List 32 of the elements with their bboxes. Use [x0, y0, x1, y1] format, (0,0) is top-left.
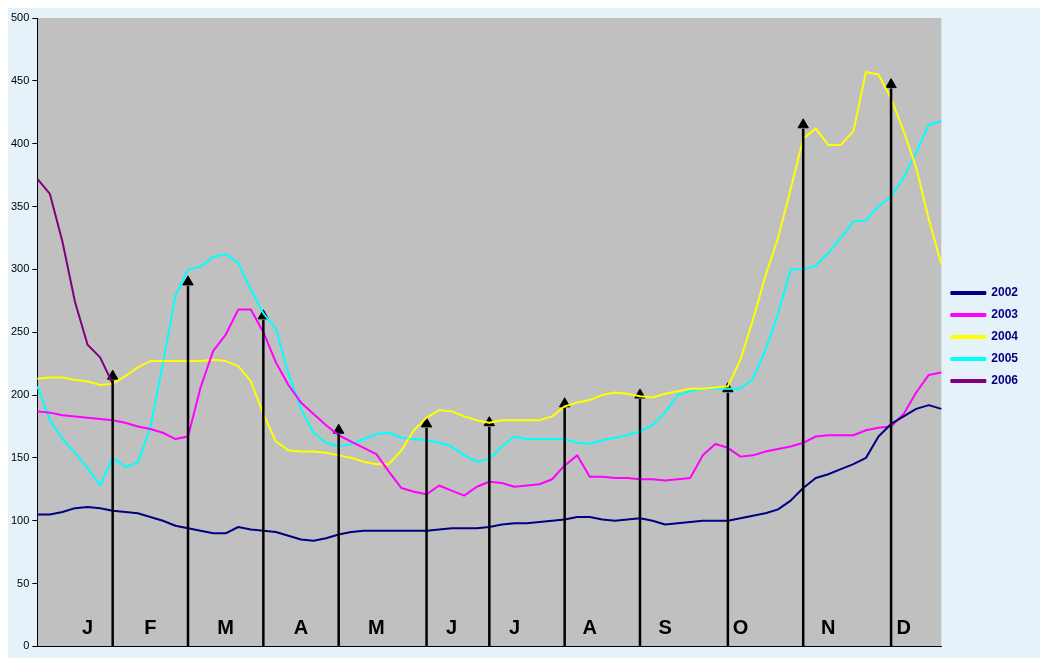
x-tick-label: O — [732, 615, 749, 638]
legend-label: 2005 — [991, 351, 1019, 366]
y-tick-label: 450 — [10, 73, 30, 86]
x-tick-label: M — [217, 615, 235, 638]
y-tick-label: 150 — [10, 450, 30, 463]
x-tick-label: D — [896, 615, 911, 638]
y-tick-label: 100 — [10, 513, 30, 526]
legend-label: 2003 — [991, 307, 1019, 322]
point — [182, 275, 194, 286]
x-tick-label: J — [82, 615, 94, 638]
y-tick-label: 300 — [10, 262, 30, 275]
x-tick-label: J — [508, 615, 520, 638]
x-tick-label: A — [582, 615, 597, 638]
y-tick-label: 500 — [10, 11, 30, 24]
legend-label: 2004 — [991, 329, 1019, 344]
x-tick-label: N — [821, 615, 836, 638]
y-tick-label: 50 — [17, 576, 30, 589]
y-tick-label: 250 — [10, 325, 30, 338]
x-tick-label: M — [368, 615, 385, 638]
x-tick-label: A — [293, 615, 309, 638]
y-tick-label: 200 — [10, 388, 30, 401]
point — [885, 78, 897, 89]
y-tick-label: 350 — [10, 199, 30, 212]
x-tick-label: J — [446, 615, 458, 638]
legend-label: 2002 — [991, 285, 1019, 300]
point — [797, 118, 809, 129]
point — [420, 417, 433, 428]
y-tick-label: 0 — [23, 639, 30, 652]
x-tick-label: F — [144, 615, 157, 638]
y-tick-label: 400 — [10, 136, 30, 149]
x-tick-label: S — [658, 615, 672, 638]
legend-label: 2006 — [991, 373, 1019, 388]
